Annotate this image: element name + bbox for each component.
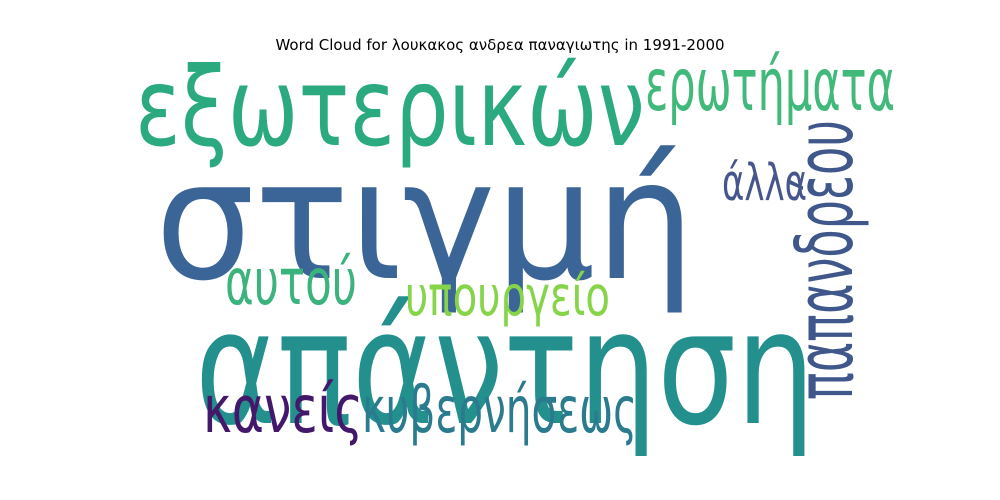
word-2: απάντηση [195,277,815,461]
word-10: κυβερνήσεως [362,374,637,448]
word-5: παπανδρέου [779,120,871,400]
word-4: ερωτήματα [645,43,895,128]
word-8: υπουργείο [405,264,610,328]
word-1: στιγμή [155,125,695,318]
word-7: αυτού [225,246,357,320]
word-3: εξωτερικών [135,44,645,171]
chart-title: Word Cloud for λουκακος ανδρεα παναγιωτη… [275,36,725,54]
word-6: άλλα [722,153,807,212]
word-9: κανείς [203,372,363,448]
